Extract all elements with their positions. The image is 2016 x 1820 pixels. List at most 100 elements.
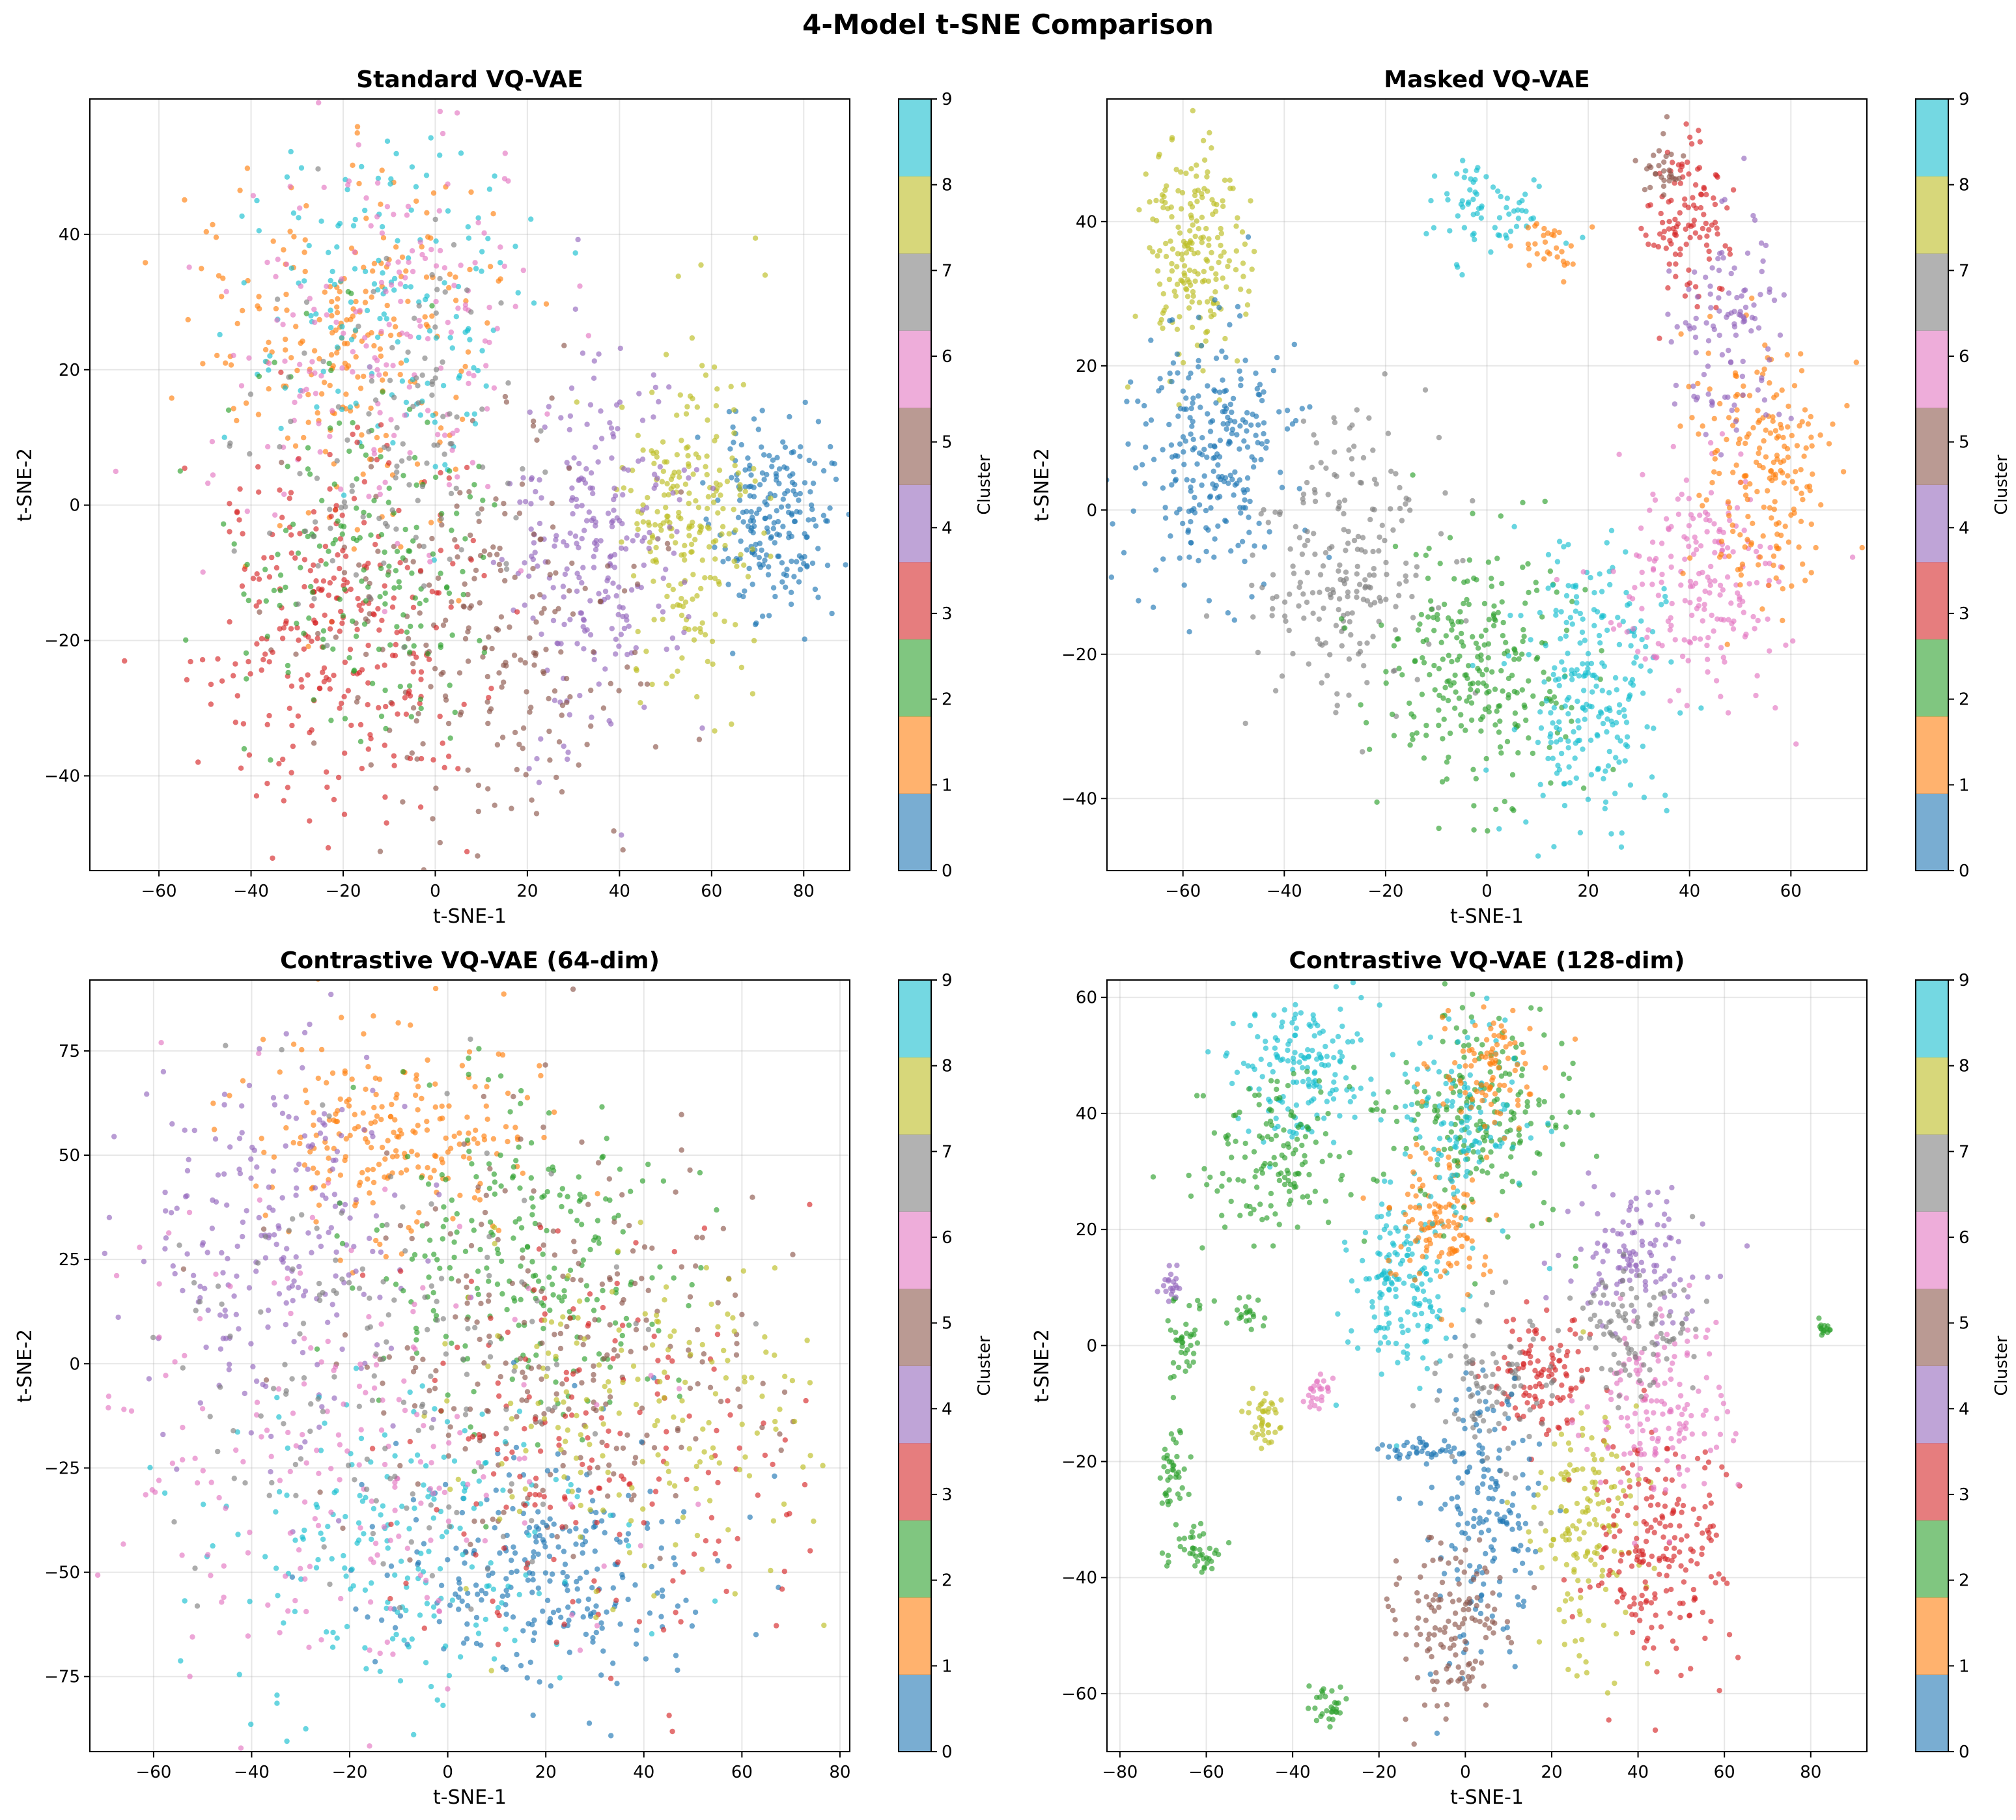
point-cluster-2 [516,1144,522,1150]
point-cluster-1 [371,260,378,266]
point-cluster-1 [322,289,328,295]
point-cluster-2 [1436,707,1442,713]
point-cluster-8 [1156,154,1162,160]
point-cluster-9 [413,184,419,189]
point-cluster-7 [1345,589,1351,595]
point-cluster-4 [608,721,614,727]
point-cluster-0 [734,477,740,483]
point-cluster-9 [380,270,385,276]
point-cluster-8 [630,573,637,579]
point-cluster-2 [385,572,391,578]
point-cluster-1 [383,432,389,439]
point-cluster-3 [1724,205,1730,211]
point-cluster-4 [619,832,624,838]
point-cluster-9 [440,383,447,389]
point-cluster-3 [397,560,403,566]
point-cluster-2 [1410,736,1416,742]
point-cluster-3 [437,713,443,720]
point-cluster-8 [1186,267,1193,273]
point-cluster-7 [1383,596,1389,602]
point-cluster-1 [1767,380,1772,386]
point-cluster-2 [1420,655,1425,661]
point-cluster-3 [182,465,188,471]
point-cluster-1 [301,434,307,441]
point-cluster-1 [398,1170,404,1176]
point-cluster-2 [1483,667,1489,673]
point-cluster-1 [237,188,243,193]
point-cluster-4 [568,385,575,391]
point-cluster-3 [1706,248,1712,255]
point-cluster-5 [566,465,572,471]
point-cluster-1 [1532,223,1538,229]
point-cluster-9 [449,345,455,351]
point-cluster-4 [1788,415,1794,421]
point-cluster-6 [585,333,591,339]
point-cluster-7 [1332,471,1337,478]
point-cluster-1 [240,307,245,314]
point-cluster-9 [458,150,464,156]
point-cluster-7 [1390,527,1396,533]
point-cluster-9 [1585,651,1591,656]
point-cluster-1 [351,546,357,552]
point-cluster-4 [490,559,497,565]
point-cluster-1 [363,1086,369,1093]
point-cluster-1 [382,1174,387,1180]
point-cluster-1 [537,1063,542,1069]
point-cluster-3 [481,572,487,579]
point-cluster-7 [416,303,422,309]
point-cluster-1 [423,274,430,280]
point-cluster-0 [812,460,818,466]
point-cluster-7 [341,499,348,505]
point-cluster-7 [1403,578,1409,584]
point-cluster-9 [1580,661,1586,667]
point-cluster-2 [1485,559,1492,565]
point-cluster-3 [313,526,319,532]
point-cluster-0 [796,579,802,585]
point-cluster-3 [1686,267,1692,273]
point-cluster-6 [1684,536,1690,542]
point-cluster-8 [650,558,656,564]
point-cluster-3 [264,721,270,728]
point-cluster-7 [413,535,419,540]
point-cluster-6 [1698,543,1704,549]
point-cluster-1 [260,1037,266,1043]
point-cluster-9 [1472,236,1477,243]
point-cluster-4 [377,1295,383,1300]
point-cluster-9 [572,250,578,256]
point-cluster-2 [1484,690,1490,696]
point-cluster-2 [1432,687,1438,693]
point-cluster-9 [441,280,447,286]
point-cluster-4 [609,626,615,632]
point-cluster-5 [644,681,651,687]
point-cluster-6 [1717,592,1723,598]
point-cluster-1 [419,244,425,250]
point-cluster-2 [1498,513,1504,519]
point-cluster-0 [1240,417,1246,423]
point-cluster-2 [1512,710,1519,716]
point-cluster-4 [1686,287,1692,292]
point-cluster-0 [1253,371,1259,376]
point-cluster-9 [1504,204,1509,210]
point-cluster-6 [1712,578,1718,584]
point-cluster-8 [686,533,692,539]
point-cluster-7 [1283,618,1289,624]
point-cluster-1 [425,234,431,240]
point-cluster-2 [406,683,413,689]
x-tick-label: 60 [1780,882,1802,901]
point-cluster-2 [1466,557,1472,563]
point-cluster-8 [670,473,676,479]
point-cluster-1 [1853,359,1859,365]
point-cluster-2 [1358,702,1364,708]
point-cluster-6 [466,371,472,376]
point-cluster-6 [369,373,375,380]
colorbar-segment-6 [899,330,931,408]
point-cluster-6 [1624,629,1630,635]
point-cluster-5 [605,1493,611,1499]
point-cluster-5 [558,649,564,655]
point-cluster-7 [1414,677,1420,682]
point-cluster-8 [688,541,695,548]
point-cluster-7 [369,378,375,384]
point-cluster-0 [788,601,794,608]
point-cluster-9 [1537,609,1543,616]
point-cluster-0 [1229,477,1235,483]
